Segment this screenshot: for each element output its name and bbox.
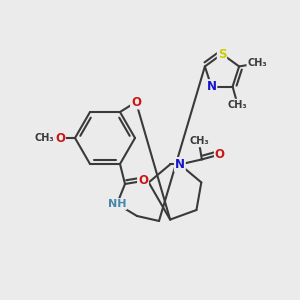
- Text: CH₃: CH₃: [228, 100, 247, 110]
- Text: S: S: [218, 47, 226, 61]
- Text: O: O: [55, 131, 65, 145]
- Text: N: N: [175, 158, 185, 171]
- Text: O: O: [215, 148, 225, 161]
- Text: O: O: [131, 95, 141, 109]
- Text: CH₃: CH₃: [189, 136, 209, 146]
- Text: CH₃: CH₃: [34, 133, 54, 143]
- Text: NH: NH: [108, 199, 126, 209]
- Text: N: N: [206, 80, 216, 93]
- Text: O: O: [138, 175, 148, 188]
- Text: CH₃: CH₃: [247, 58, 267, 68]
